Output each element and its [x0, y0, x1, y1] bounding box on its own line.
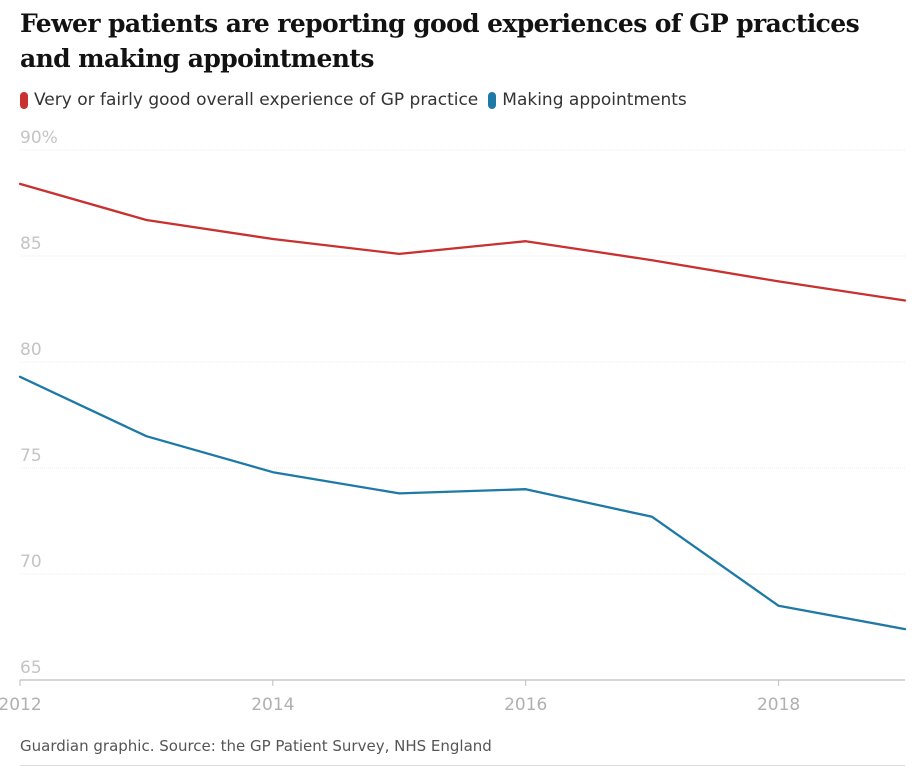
legend-item-overall-experience: Very or fairly good overall experience o… — [20, 90, 478, 110]
x-tick-label: 2018 — [757, 695, 800, 715]
legend-item-making-appointments: Making appointments — [488, 90, 687, 110]
legend-label-overall-experience: Very or fairly good overall experience o… — [34, 90, 479, 110]
y-tick-label: 85 — [20, 234, 42, 254]
y-tick-label: 65 — [20, 658, 42, 678]
legend-swatch-overall-experience — [20, 91, 28, 109]
y-tick-label: 80 — [20, 340, 42, 360]
series-line-overall-experience — [18, 182, 907, 302]
y-tick-label: 70 — [20, 552, 42, 572]
series-line-making-appointments — [18, 375, 907, 631]
source-note: Guardian graphic. Source: the GP Patient… — [20, 737, 492, 755]
legend-label-making-appointments: Making appointments — [502, 90, 687, 110]
chart-title: Fewer patients are reporting good experi… — [20, 9, 860, 73]
x-tick-label: 2012 — [0, 695, 42, 715]
x-tick-label: 2016 — [504, 695, 547, 715]
y-tick-label: 90% — [20, 128, 58, 148]
line-chart: 90% 85 80 75 70 65 2012 2014 2016 2018 — [0, 128, 907, 715]
x-tick-label: 2014 — [251, 695, 294, 715]
y-tick-label: 75 — [20, 446, 42, 466]
legend: Very or fairly good overall experience o… — [20, 90, 697, 110]
legend-swatch-making-appointments — [488, 91, 497, 109]
bottom-divider — [20, 765, 905, 766]
